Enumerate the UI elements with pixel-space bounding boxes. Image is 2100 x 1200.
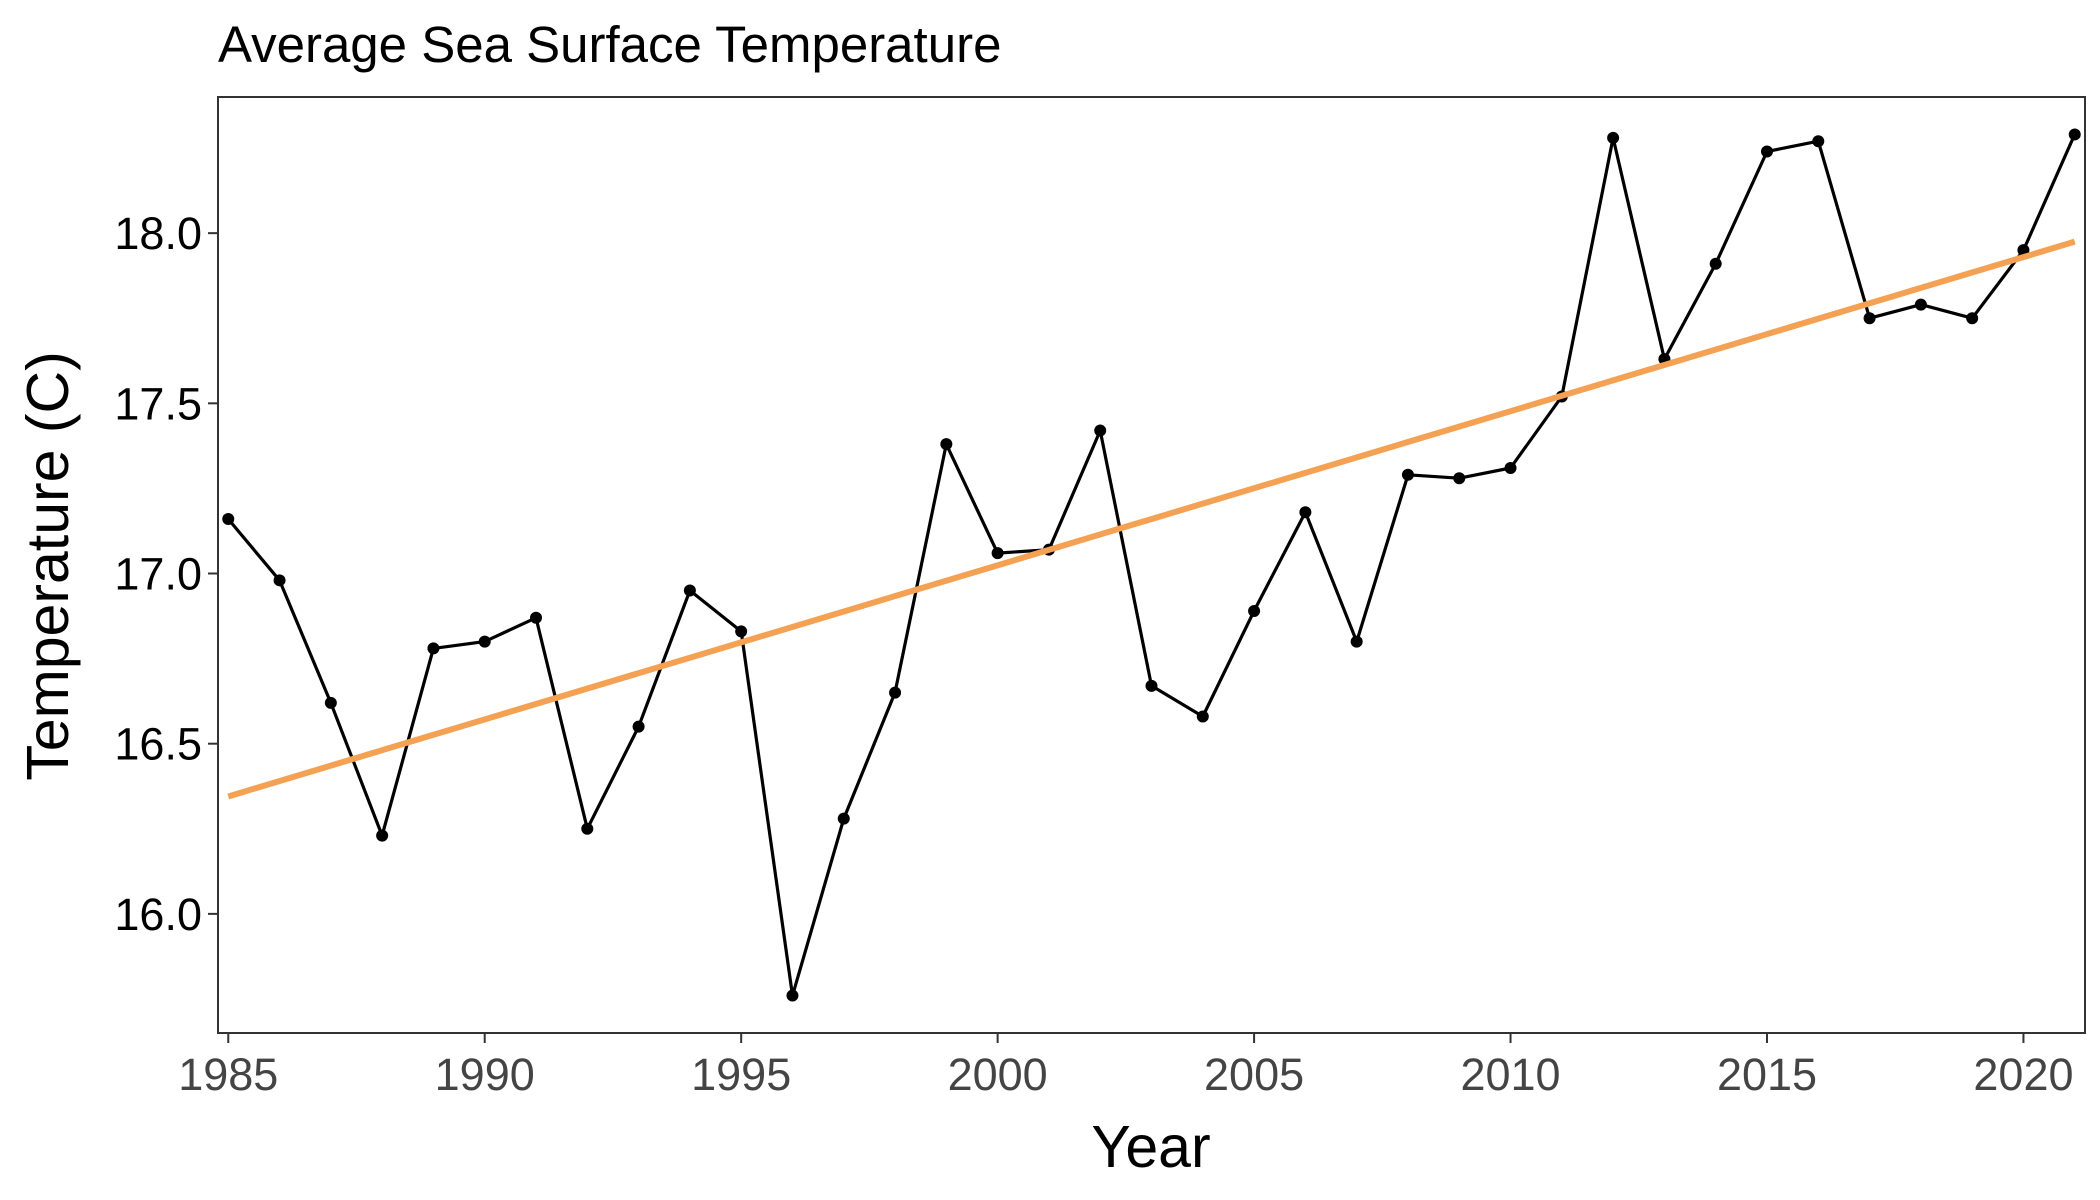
x-tick-label: 2000 — [948, 1049, 1048, 1100]
data-point — [1914, 298, 1927, 311]
data-point — [837, 812, 850, 825]
data-point — [427, 642, 440, 655]
chart-title: Average Sea Surface Temperature — [218, 16, 1001, 73]
x-tick-label: 2005 — [1204, 1049, 1304, 1100]
data-point — [632, 720, 645, 733]
data-point — [1863, 312, 1876, 325]
data-point — [1401, 468, 1414, 481]
data-point — [889, 686, 902, 699]
data-point — [478, 635, 491, 648]
data-point — [581, 822, 594, 835]
plot-panel-border — [217, 96, 2086, 1034]
x-tick-label: 1985 — [178, 1049, 278, 1100]
data-point — [1196, 710, 1209, 723]
data-point — [1248, 604, 1261, 617]
data-point — [1812, 135, 1825, 148]
data-point — [1350, 635, 1363, 648]
y-axis-title: Temperature (C) — [15, 351, 81, 781]
data-point — [1760, 145, 1773, 158]
data-point — [735, 625, 748, 638]
data-point — [1709, 257, 1722, 270]
y-tick-label: 18.0 — [114, 208, 202, 259]
data-point — [324, 696, 337, 709]
data-point — [1453, 472, 1466, 485]
data-point — [1966, 312, 1979, 325]
data-point — [273, 574, 286, 587]
data-point — [2068, 128, 2081, 141]
data-point — [530, 611, 543, 624]
x-tick-label: 2020 — [1973, 1049, 2073, 1100]
x-tick-label: 2015 — [1717, 1049, 1817, 1100]
data-point — [1094, 424, 1107, 437]
y-tick-label: 17.5 — [114, 378, 202, 429]
y-tick-label: 17.0 — [114, 549, 202, 600]
data-point — [222, 513, 235, 526]
data-point — [683, 584, 696, 597]
data-point — [1145, 679, 1158, 692]
trend-line — [227, 238, 2076, 800]
y-tick-label: 16.0 — [114, 889, 202, 940]
data-point — [940, 438, 953, 451]
data-point — [786, 989, 799, 1002]
y-tick-label: 16.5 — [114, 719, 202, 770]
data-point — [1299, 506, 1312, 519]
x-tick-label: 1995 — [691, 1049, 791, 1100]
data-point — [1504, 461, 1517, 474]
x-tick-label: 1990 — [435, 1049, 535, 1100]
x-axis-title: Year — [1091, 1114, 1210, 1180]
plot-area: 16.0 16.5 17.0 17.5 18.0 1985 1990 1995 2000 2005… — [114, 96, 2086, 1100]
data-point — [376, 829, 389, 842]
data-point — [1607, 131, 1620, 144]
data-point — [991, 547, 1004, 560]
x-tick-label: 2010 — [1460, 1049, 1560, 1100]
